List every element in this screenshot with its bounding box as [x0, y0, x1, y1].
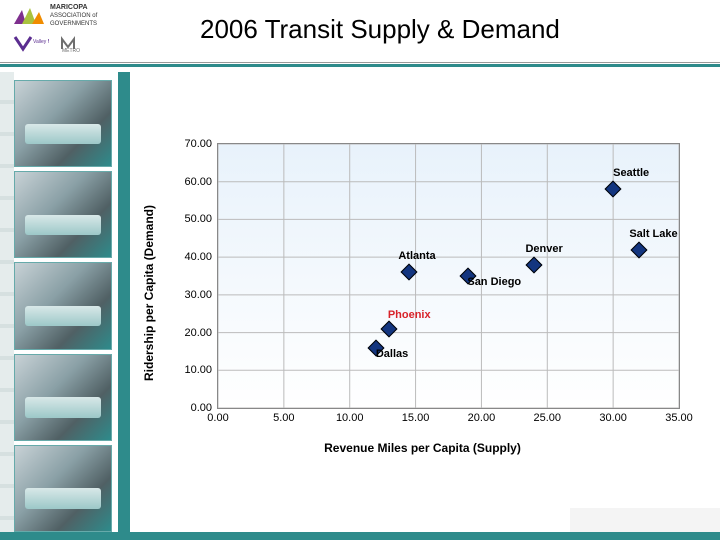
y-tick: 70.00 [184, 138, 218, 150]
x-tick: 10.00 [336, 408, 364, 424]
logo-block: MARICOPA ASSOCIATION of GOVERNMENTS Vall… [12, 4, 152, 60]
x-tick: 25.00 [534, 408, 562, 424]
data-label-salt-lake: Salt Lake [629, 228, 677, 240]
x-tick: 35.00 [665, 408, 693, 424]
transit-photo-4 [14, 354, 112, 441]
transit-photo-5 [14, 445, 112, 532]
side-column [0, 72, 130, 540]
metro-logo: METRO [58, 32, 96, 54]
x-axis-label: Revenue Miles per Capita (Supply) [324, 441, 521, 455]
plot-area: 0.0010.0020.0030.0040.0050.0060.0070.000… [217, 143, 680, 409]
x-tick: 0.00 [207, 408, 228, 424]
logo-line1: MARICOPA [50, 4, 97, 12]
side-teal-bar [118, 72, 130, 540]
page-title: 2006 Transit Supply & Demand [200, 14, 560, 45]
y-tick: 10.00 [184, 364, 218, 376]
logo-line3: GOVERNMENTS [50, 20, 97, 28]
logo-line2: ASSOCIATION of [50, 12, 97, 20]
footer-bar [0, 532, 720, 540]
svg-text:METRO: METRO [62, 48, 80, 53]
transit-photo-3 [14, 262, 112, 349]
y-axis-label: Ridership per Capita (Demand) [142, 205, 156, 381]
data-label-dallas: Dallas [376, 348, 408, 360]
valley-metro-logo: Valley Metro [12, 32, 50, 54]
x-tick: 30.00 [599, 408, 627, 424]
sub-logos: Valley Metro METRO [12, 32, 152, 54]
data-label-phoenix: Phoenix [388, 309, 431, 321]
svg-text:Valley Metro: Valley Metro [33, 39, 49, 45]
photo-strip [14, 80, 112, 532]
logo-text: MARICOPA ASSOCIATION of GOVERNMENTS [50, 4, 97, 28]
y-tick: 20.00 [184, 327, 218, 339]
data-label-atlanta: Atlanta [398, 250, 435, 262]
y-tick: 40.00 [184, 251, 218, 263]
data-label-san-diego: San Diego [467, 276, 521, 288]
x-tick: 5.00 [273, 408, 294, 424]
transit-photo-1 [14, 80, 112, 167]
data-label-seattle: Seattle [613, 167, 649, 179]
header: MARICOPA ASSOCIATION of GOVERNMENTS Vall… [0, 0, 720, 62]
header-rule [0, 62, 720, 68]
x-tick: 20.00 [468, 408, 496, 424]
scatter-chart: Ridership per Capita (Demand) Revenue Mi… [155, 133, 690, 453]
mountain-icon [12, 6, 46, 26]
y-tick: 50.00 [184, 213, 218, 225]
logo-maricopa: MARICOPA ASSOCIATION of GOVERNMENTS [12, 4, 152, 28]
data-label-denver: Denver [525, 243, 562, 255]
y-tick: 60.00 [184, 176, 218, 188]
side-edge [0, 72, 14, 540]
transit-photo-2 [14, 171, 112, 258]
x-tick: 15.00 [402, 408, 430, 424]
slide: { "title": "2006 Transit Supply & Demand… [0, 0, 720, 540]
y-tick: 30.00 [184, 289, 218, 301]
